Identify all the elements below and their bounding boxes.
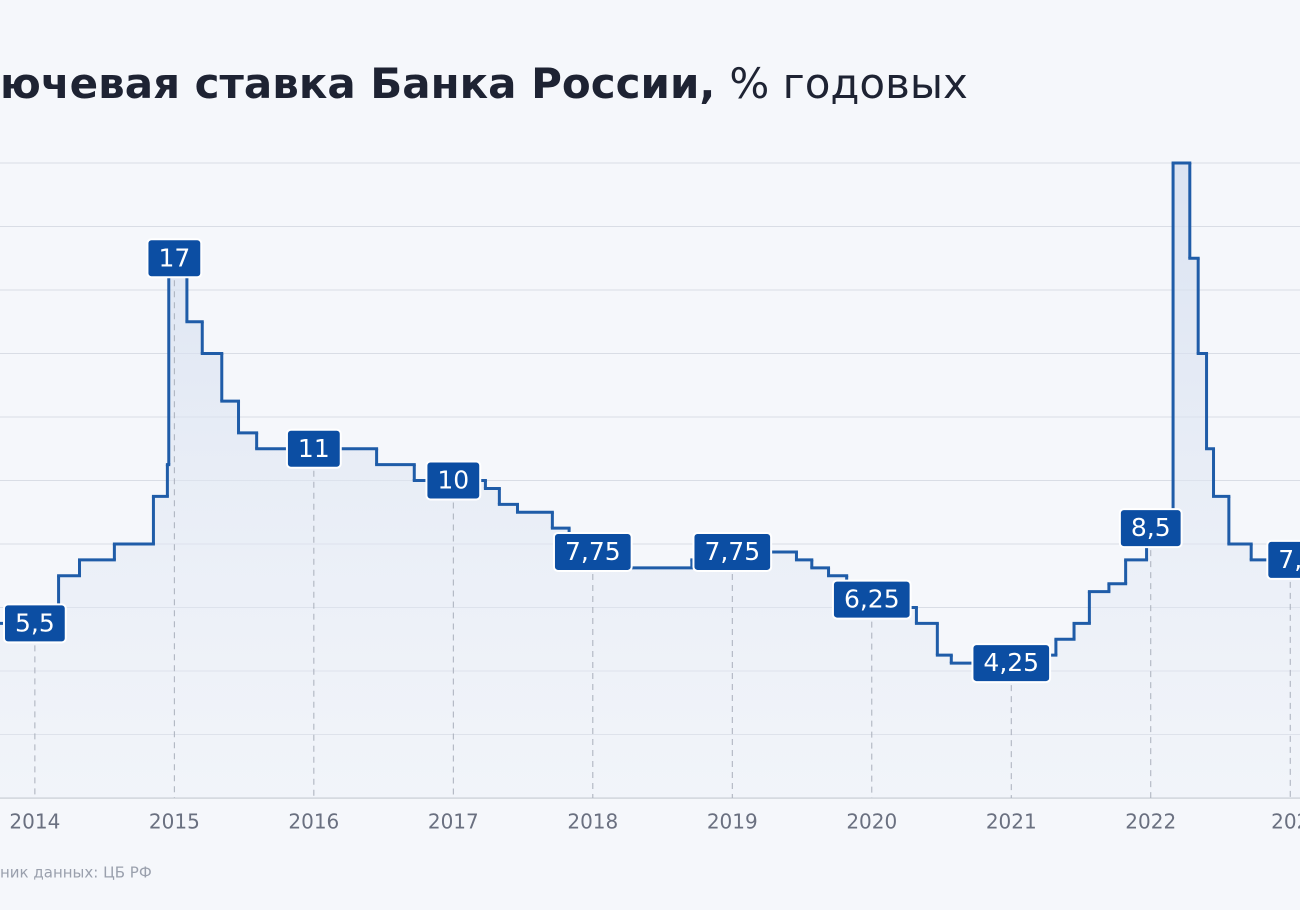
x-tick-label: 2020 [846,810,897,834]
chart-title: ючевая ставка Банка России, % годовых [0,59,968,108]
x-tick-label: 2014 [9,810,60,834]
x-tick-label: 202 [1271,810,1300,834]
annotation-box [1118,508,1183,549]
annotation-box [552,531,633,572]
annotation-box [692,531,773,572]
annotation-label: 5,5 [15,608,55,637]
annotation-label: 8,5 [1131,513,1171,542]
x-tick-label: 2018 [567,810,618,834]
annotation-label: 4,25 [983,648,1039,677]
title-units: % годовых [729,59,968,108]
plot: 2014 2015 2016 2017 2018 2019 2020 2021 2022 202 5… [0,161,1300,834]
annotation-box [425,460,482,501]
annotation-label: 17 [158,243,190,272]
x-tick-label: 2016 [288,810,339,834]
annotation-label: 7,75 [565,537,621,566]
annotation-box [146,238,203,279]
x-tick-label: 2021 [986,810,1037,834]
annotation-label: 7,75 [704,537,760,566]
source-note: ник данных: ЦБ РФ [0,864,152,882]
annotation-box [285,428,342,469]
title-main: ючевая ставка Банка России, [0,59,715,108]
x-tick-label: 2019 [707,810,758,834]
annotation-label: 10 [437,466,469,495]
annotation-box [1266,539,1300,580]
annotation-box [2,603,67,644]
area-fill [0,163,1300,798]
annotation-box [971,643,1052,684]
x-tick-label: 2017 [428,810,479,834]
annotation-label: 6,25 [844,585,900,614]
annotation-box [831,579,912,620]
x-tick-label: 2015 [149,810,200,834]
x-tick-label: 2022 [1125,810,1176,834]
annotation-label: 11 [298,434,330,463]
annotation-label: 7, [1278,545,1300,574]
